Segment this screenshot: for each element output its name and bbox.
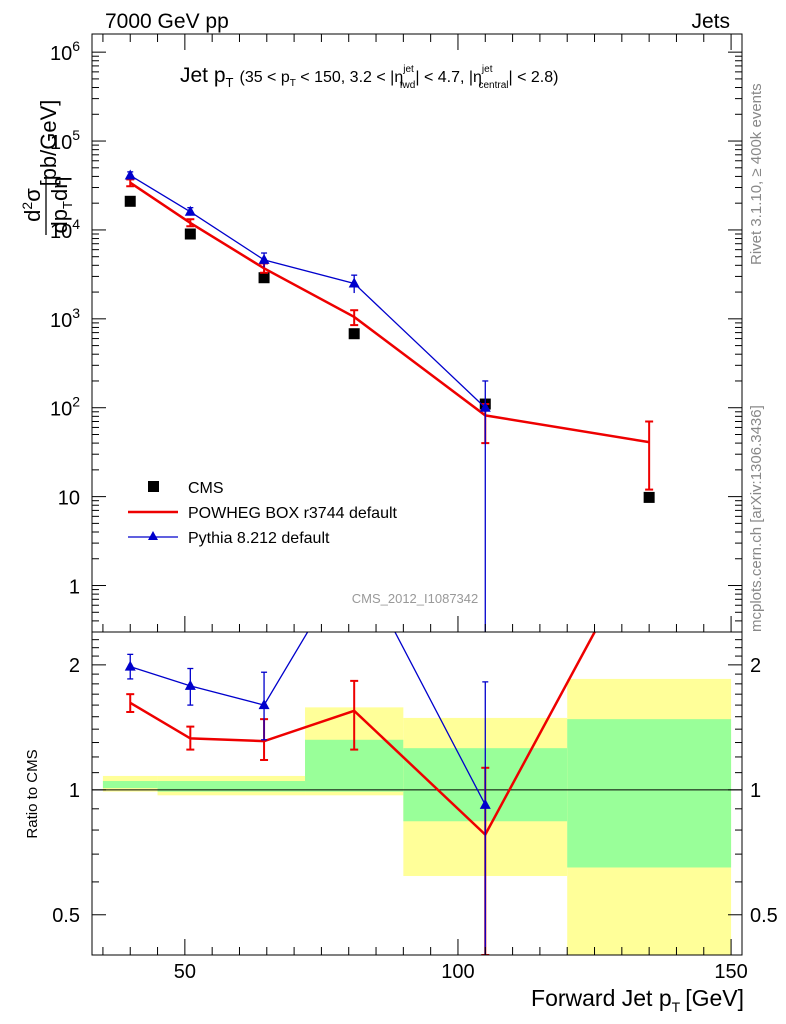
cms-point [348,328,360,340]
main-series [124,169,655,632]
ratio-powheg-line [129,632,597,837]
legend: CMS POWHEG BOX r3744 default Pythia 8.21… [128,480,398,547]
y-axis-label: d2σ dpTdη [pb/GeV] [19,100,75,235]
powheg-line [129,181,650,444]
pythia-point [184,205,196,216]
main-y-tick-label: 102 [50,394,80,421]
svg-text:dpTdη: dpTdη [47,177,75,234]
main-y-tick-label: 105 [50,127,80,154]
ratio-pythia-point [349,548,360,558]
legend-cms-marker [148,481,159,492]
ratio-y-tick-label-left: 0.5 [52,905,80,927]
pythia-point [258,253,270,264]
ratio-uncertainty-bands [92,678,742,955]
ratio-y-tick-label-right: 0.5 [750,905,778,927]
energy-label: 7000 GeV pp [105,10,229,33]
cms-point [184,228,196,240]
legend-pythia-label: Pythia 8.212 default [188,530,330,547]
rivet-label: Rivet 3.1.10, ≥ 400k events [748,83,765,265]
main-y-tick-label: 1 [69,577,80,599]
main-y-tick-label: 106 [50,38,80,65]
ratio-y-tick-label-right: 1 [750,780,761,802]
legend-powheg-label: POWHEG BOX r3744 default [188,505,398,522]
legend-cms-label: CMS [188,480,224,497]
ratio-pythia-point [479,798,491,809]
x-axis-label: Forward Jet pT [GeV] [531,985,744,1015]
x-tick-label: 150 [714,961,747,983]
cms-point [258,272,270,284]
svg-text:d2σ: d2σ [19,188,45,222]
ratio-y-axis-label: Ratio to CMS [24,749,41,838]
x-tick-label: 50 [174,961,196,983]
ratio-pythia-point [258,699,270,710]
ratio-pythia-point [124,660,136,671]
pythia-point [124,169,136,180]
ratio-y-tick-label-left: 1 [69,780,80,802]
ratio-band-inner-1 [157,781,306,792]
cms-point [643,491,655,503]
ratio-pythia-point [184,679,196,690]
plot-title: Jet pT (35 < pT < 150, 3.2 < |ηjet fwd| < … [180,64,558,91]
ratio-band-inner-0 [102,781,158,789]
legend-pythia-marker [148,531,158,540]
ratio-band-inner-4 [567,719,732,868]
axes: 1 10 102 103 104 105 106 0.5 0.5 1 1 2 2 50 100 150 [50,34,778,983]
main-y-tick-label: 10 [58,488,80,510]
main-y-tick-label: 104 [50,216,80,243]
ratio-y-tick-label-left: 2 [69,655,80,677]
svg-text:[pb/GeV]: [pb/GeV] [36,100,61,187]
plot-frame [91,33,743,956]
process-label: Jets [691,10,730,33]
pythia-point [348,277,360,288]
main-y-tick-label: 103 [50,305,80,332]
mcplots-label: mcplots.cern.ch [arXiv:1306.3436] [748,405,765,632]
ratio-y-tick-label-right: 2 [750,655,761,677]
pythia-point [479,401,491,412]
cms-point [124,195,136,207]
x-tick-label: 100 [441,961,474,983]
analysis-id: CMS_2012_I1087342 [352,591,479,606]
ratio-series [124,548,597,955]
